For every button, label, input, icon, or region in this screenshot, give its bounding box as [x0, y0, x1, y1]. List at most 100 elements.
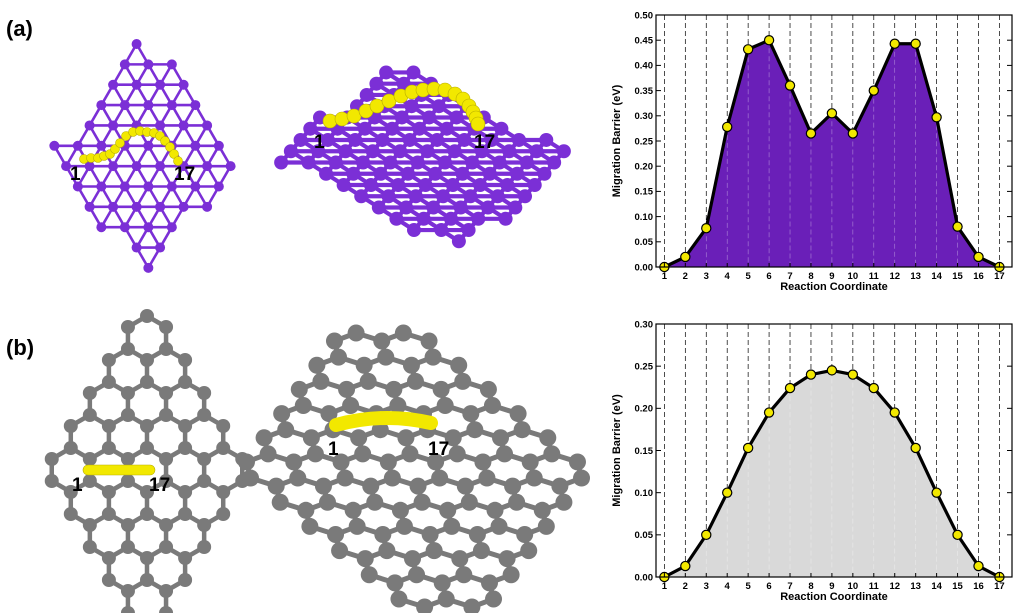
data-point	[805, 128, 817, 139]
atom	[539, 429, 557, 447]
atom	[447, 144, 462, 159]
atom	[120, 584, 135, 598]
path-bead	[334, 111, 350, 127]
atom	[301, 517, 319, 535]
atom	[314, 477, 332, 495]
atom	[430, 132, 445, 147]
atom	[436, 397, 454, 415]
atom	[378, 542, 396, 560]
atom	[178, 201, 189, 212]
atom	[178, 551, 193, 565]
data-point	[910, 38, 921, 49]
atom	[533, 501, 551, 519]
atom	[166, 100, 177, 111]
atom	[471, 211, 486, 226]
atom	[402, 132, 417, 147]
data-point	[763, 407, 775, 418]
x-tick-label: 5	[745, 271, 751, 282]
atom	[482, 166, 497, 181]
atom	[143, 222, 154, 233]
atom	[434, 223, 449, 238]
atom	[445, 178, 460, 193]
data-point	[868, 382, 879, 394]
y-tick-label: 0.00	[635, 572, 654, 583]
atom	[311, 144, 326, 159]
atom	[202, 161, 213, 172]
atom	[437, 590, 455, 608]
atom	[178, 353, 193, 367]
x-tick-label: 14	[931, 581, 942, 592]
y-axis-title: Migration Barrier (eV)	[611, 394, 623, 507]
atom	[355, 356, 373, 374]
atom	[63, 441, 78, 455]
atom	[178, 419, 193, 433]
atom	[383, 469, 401, 487]
atom	[439, 501, 457, 519]
path-bead	[115, 138, 125, 148]
x-tick-label: 16	[973, 581, 984, 592]
atom	[408, 189, 423, 204]
atom	[356, 550, 374, 568]
atom	[202, 120, 213, 131]
atom	[409, 477, 427, 495]
atom	[72, 181, 83, 192]
atom	[401, 445, 419, 463]
atom	[44, 452, 59, 466]
atom	[510, 166, 525, 181]
atom	[338, 144, 353, 159]
atom	[416, 211, 431, 226]
path-bead	[322, 113, 338, 129]
atom	[539, 132, 554, 147]
atom	[327, 525, 345, 543]
data-point	[701, 529, 712, 541]
atom	[462, 405, 480, 423]
atom	[395, 517, 413, 535]
atom	[155, 120, 166, 131]
atom	[492, 429, 510, 447]
x-tick-label: 9	[829, 271, 834, 282]
atom	[84, 120, 95, 131]
atom	[159, 386, 174, 400]
atom	[166, 59, 177, 70]
atom	[328, 155, 343, 170]
atom	[347, 324, 365, 342]
atom	[101, 485, 116, 499]
atom	[519, 155, 534, 170]
atom	[366, 493, 384, 511]
atom	[63, 419, 78, 433]
atom	[354, 445, 372, 463]
data-point	[784, 382, 796, 394]
atom	[96, 140, 107, 151]
atom	[274, 155, 289, 170]
atom	[285, 453, 303, 471]
data-point	[805, 369, 817, 380]
atom	[402, 356, 420, 374]
atom	[197, 540, 212, 554]
area-fill	[664, 40, 1000, 268]
x-tick-label: 3	[704, 581, 709, 592]
atom	[82, 518, 97, 532]
x-tick-label: 5	[745, 581, 751, 592]
atom	[406, 65, 421, 80]
atom	[216, 441, 231, 455]
atom	[190, 181, 201, 192]
atom	[363, 178, 378, 193]
atom	[451, 550, 469, 568]
x-tick-label: 10	[848, 581, 859, 592]
atom	[131, 242, 142, 253]
atom	[259, 445, 277, 463]
path-start-label-a1: 1	[70, 164, 81, 185]
atom	[344, 501, 362, 519]
atom	[143, 140, 154, 151]
atom	[216, 485, 231, 499]
x-tick-label: 17	[994, 271, 1005, 282]
atom	[371, 200, 386, 215]
atom	[120, 320, 135, 334]
atom	[101, 441, 116, 455]
atom	[197, 386, 212, 400]
data-point	[847, 369, 859, 380]
y-tick-label: 0.15	[635, 187, 654, 198]
x-tick-label: 3	[704, 271, 709, 282]
atom	[481, 200, 496, 215]
